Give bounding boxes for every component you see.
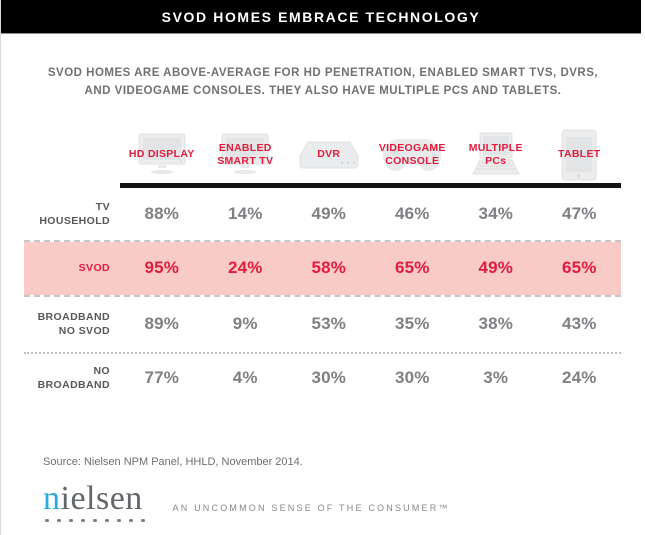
row-label: SVOD	[78, 262, 110, 275]
column-label: TABLET	[558, 148, 601, 161]
value-cell: 77%	[144, 368, 180, 388]
tv-icon	[138, 133, 186, 174]
value-cell: 58%	[311, 258, 347, 278]
value-cell: 95%	[144, 258, 180, 278]
column-label: ENABLED SMART TV	[217, 141, 274, 167]
column-header-row: HD DISPLAY ENABLED SMART TV	[24, 127, 621, 183]
value-cell: 4%	[232, 368, 258, 388]
value-cell: 38%	[478, 314, 514, 334]
value-cell: 49%	[311, 203, 347, 223]
value-cell: 43%	[561, 314, 597, 334]
column-header-smart-tv: ENABLED SMART TV	[204, 127, 288, 183]
column-label: MULTIPLE PCs	[468, 141, 523, 167]
table-row-no-broadband: NO BROADBAND 77% 4% 30% 30% 3% 24%	[24, 354, 621, 403]
value-cell: 89%	[144, 314, 180, 334]
column-header-tablet: TABLET	[538, 127, 622, 183]
header-divider-rule	[120, 182, 621, 188]
value-cell: 46%	[394, 203, 430, 223]
value-cell: 65%	[561, 258, 597, 278]
technology-table: HD DISPLAY ENABLED SMART TV	[24, 127, 621, 403]
value-cell: 30%	[394, 368, 430, 388]
row-label: TV HOUSEHOLD	[39, 200, 110, 227]
value-cell: 49%	[478, 258, 514, 278]
row-label: BROADBAND NO SVOD	[37, 311, 110, 338]
column-header-hd-display: HD DISPLAY	[120, 127, 204, 183]
logo-letters-rest: ielsen	[60, 479, 143, 517]
column-header-videogame-console: VIDEOGAME CONSOLE	[371, 127, 455, 183]
value-cell: 14%	[227, 203, 263, 223]
column-header-dvr: DVR	[287, 127, 371, 183]
value-cell: 3%	[483, 368, 509, 388]
column-label: VIDEOGAME CONSOLE	[378, 141, 446, 167]
value-cell: 9%	[232, 314, 258, 334]
column-label: DVR	[317, 148, 341, 161]
table-row-broadband-no-svod: BROADBAND NO SVOD 89% 9% 53% 35% 38% 43%	[24, 297, 621, 352]
source-note: Source: Nielsen NPM Panel, HHLD, Novembe…	[43, 455, 303, 468]
title-bar: SVOD HOMES EMBRACE TECHNOLOGY	[1, 0, 641, 34]
nielsen-logo: nielsen	[43, 481, 145, 523]
column-label: HD DISPLAY	[128, 148, 195, 161]
value-cell: 47%	[561, 203, 597, 223]
nielsen-logo-dots	[43, 518, 145, 523]
value-cell: 24%	[227, 258, 263, 278]
value-cell: 34%	[478, 203, 514, 223]
dvr-icon	[299, 141, 359, 169]
brand-tagline: AN UNCOMMON SENSE OF THE CONSUMER™	[172, 503, 450, 514]
column-header-multiple-pcs: MULTIPLE PCs	[454, 127, 538, 183]
value-cell: 53%	[311, 314, 347, 334]
value-cell: 35%	[394, 314, 430, 334]
laptop-icon	[471, 132, 520, 175]
value-cell: 30%	[311, 368, 347, 388]
tablet-icon	[561, 129, 597, 181]
value-cell: 65%	[394, 258, 430, 278]
value-cell: 24%	[561, 368, 597, 388]
nielsen-logo-wordmark: nielsen	[43, 481, 145, 515]
table-row-tv-household: TV HOUSEHOLD 88% 14% 49% 46% 34% 47%	[24, 188, 621, 240]
dotted-row-divider	[24, 351, 621, 354]
footer: nielsen AN UNCOMMON SENSE OF THE CONSUME…	[43, 481, 645, 523]
row-label: NO BROADBAND	[37, 365, 110, 392]
smart-tv-icon	[221, 133, 269, 174]
logo-letter-n: n	[43, 479, 61, 517]
table-row-svod-highlighted: SVOD 95% 24% 58% 65% 49% 65%	[24, 239, 621, 297]
intro-text: SVOD HOMES ARE ABOVE-AVERAGE FOR HD PENE…	[47, 67, 599, 98]
value-cell: 88%	[144, 203, 180, 223]
game-controller-icon	[383, 138, 442, 171]
page-title: SVOD HOMES EMBRACE TECHNOLOGY	[161, 8, 481, 25]
